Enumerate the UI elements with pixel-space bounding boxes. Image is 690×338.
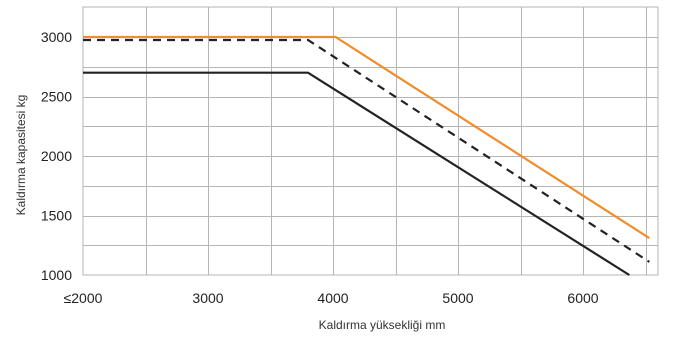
y-tick-labels: 1000 1500 2000 2500 3000 — [41, 29, 72, 283]
y-tick-label: 2500 — [41, 89, 72, 105]
x-tick-label: 4000 — [317, 290, 348, 306]
y-axis-title: Kaldırma kapasitesi kg — [14, 95, 28, 216]
series-line-black — [83, 71, 630, 276]
y-tick-label: 1000 — [41, 267, 72, 283]
x-tick-label: 3000 — [192, 290, 223, 306]
y-tick-label: 1500 — [41, 208, 72, 224]
plot-frame — [82, 6, 659, 276]
grid-lines — [82, 6, 659, 276]
x-tick-label: 5000 — [442, 290, 473, 306]
x-tick-label: ≤2000 — [64, 290, 103, 306]
y-tick-label: 3000 — [41, 29, 72, 45]
series-line-orange — [83, 35, 650, 240]
series-line-dashed — [83, 38, 650, 263]
y-tick-label: 2000 — [41, 148, 72, 164]
x-axis-title: Kaldırma yüksekliği mm — [319, 318, 446, 332]
x-tick-labels: ≤2000 3000 4000 5000 6000 — [64, 290, 599, 306]
x-tick-label: 6000 — [567, 290, 598, 306]
series-lines — [83, 35, 650, 276]
